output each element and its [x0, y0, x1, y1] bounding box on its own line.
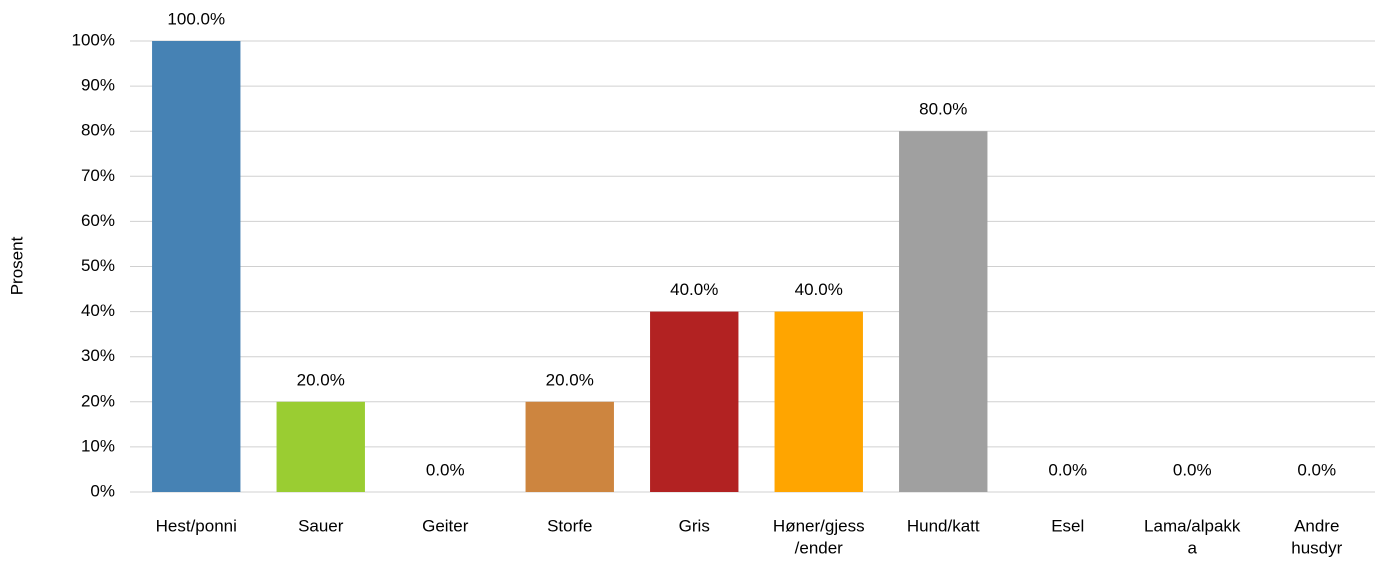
y-tick-label: 70% — [81, 166, 115, 185]
x-tick-label: Høner/gjess — [773, 516, 865, 535]
y-tick-label: 20% — [81, 391, 115, 410]
data-label: 0.0% — [1173, 460, 1212, 479]
y-tick-label: 60% — [81, 211, 115, 230]
x-tick-label: Sauer — [298, 516, 344, 535]
bar — [774, 311, 863, 492]
data-label: 40.0% — [670, 280, 718, 299]
data-label: 0.0% — [426, 460, 465, 479]
x-tick-label: Lama/alpakk — [1144, 516, 1241, 535]
x-tick-label: Geiter — [422, 516, 469, 535]
bar — [525, 401, 614, 492]
data-label: 80.0% — [919, 100, 967, 119]
x-tick-label: Andre — [1294, 516, 1339, 535]
x-tick-label: Hund/katt — [907, 516, 980, 535]
bar — [152, 41, 241, 492]
y-tick-label: 30% — [81, 346, 115, 365]
data-label: 20.0% — [297, 370, 345, 389]
bar — [276, 401, 365, 492]
data-label: 0.0% — [1297, 460, 1336, 479]
data-label: 100.0% — [167, 9, 225, 28]
data-label: 0.0% — [1048, 460, 1087, 479]
y-tick-label: 90% — [81, 76, 115, 95]
y-tick-label: 0% — [90, 481, 115, 500]
bar — [650, 311, 739, 492]
y-tick-label: 50% — [81, 256, 115, 275]
y-tick-label: 10% — [81, 436, 115, 455]
data-label: 20.0% — [546, 370, 594, 389]
y-tick-label: 80% — [81, 121, 115, 140]
y-axis-label: Prosent — [7, 236, 26, 295]
x-tick-label: Storfe — [547, 516, 592, 535]
x-tick-label: Esel — [1051, 516, 1084, 535]
x-tick-label: Gris — [679, 516, 710, 535]
data-label: 40.0% — [795, 280, 843, 299]
y-tick-label: 40% — [81, 301, 115, 320]
bar — [899, 131, 988, 492]
x-tick-label: Hest/ponni — [156, 516, 237, 535]
x-tick-label: a — [1188, 538, 1198, 557]
x-tick-label: husdyr — [1291, 538, 1342, 557]
y-tick-label: 100% — [72, 30, 115, 49]
x-tick-label: /ender — [795, 538, 844, 557]
